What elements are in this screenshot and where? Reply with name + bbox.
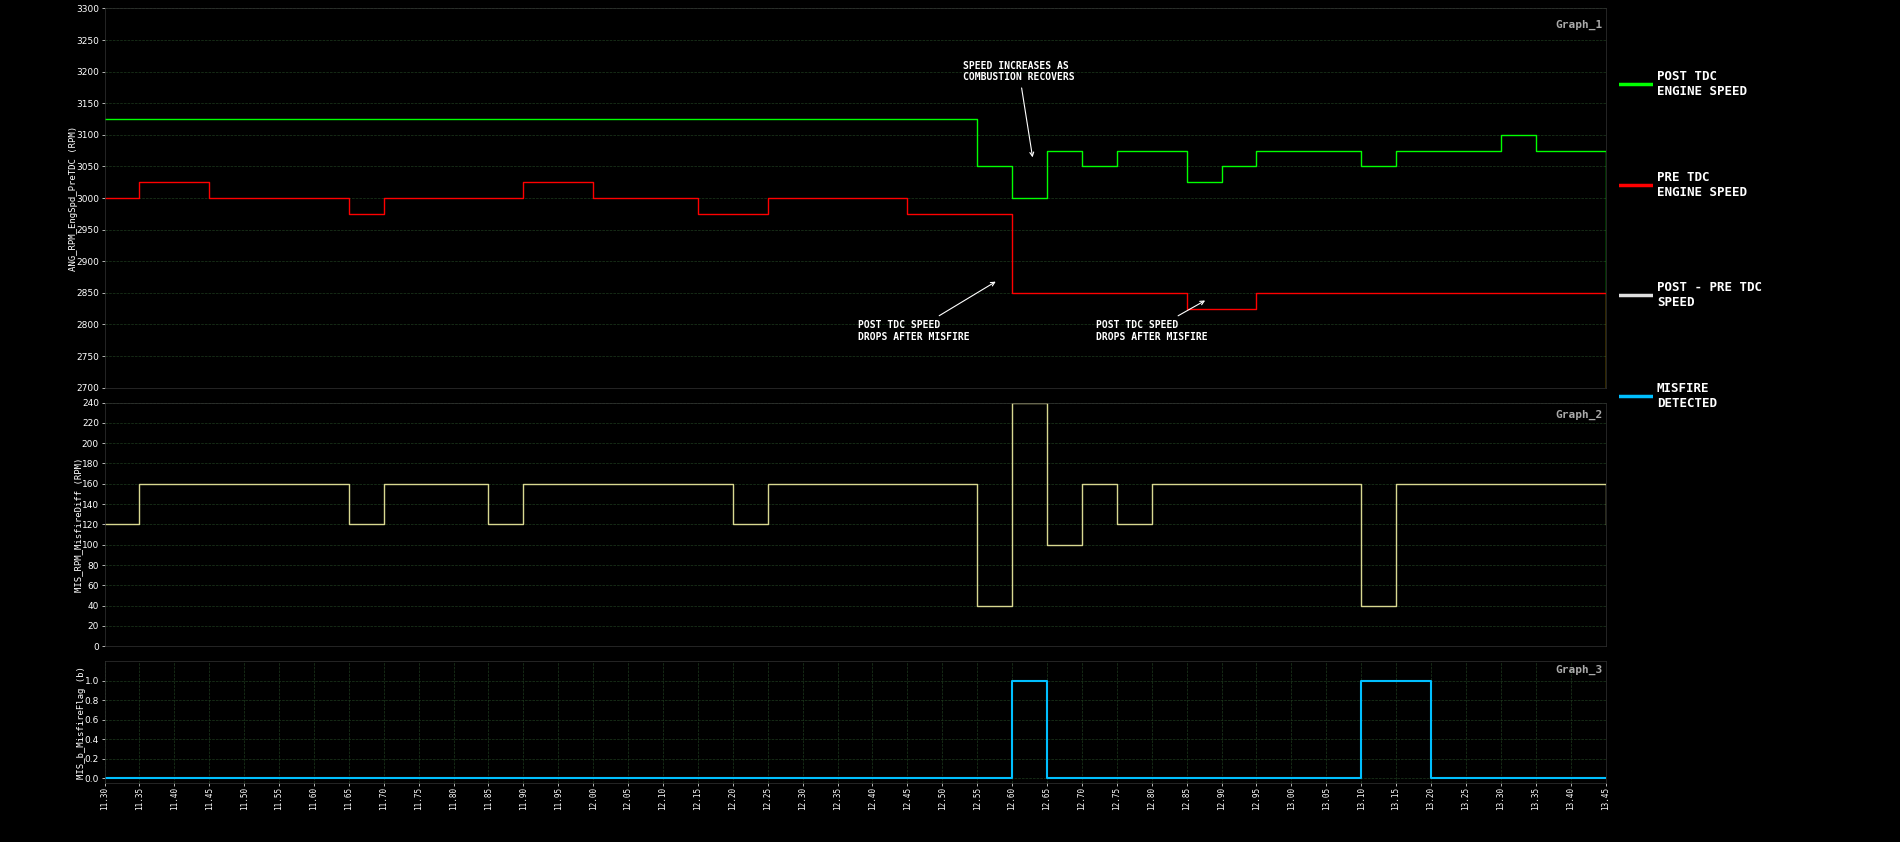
Text: POST - PRE TDC
SPEED: POST - PRE TDC SPEED — [1657, 280, 1761, 309]
Y-axis label: ANG_RPM_EngSpd_PreTDC (RPM): ANG_RPM_EngSpd_PreTDC (RPM) — [68, 125, 78, 270]
Text: POST TDC SPEED
DROPS AFTER MISFIRE: POST TDC SPEED DROPS AFTER MISFIRE — [859, 282, 996, 342]
Text: Graph_2: Graph_2 — [1556, 410, 1602, 420]
Text: PRE TDC
ENGINE SPEED: PRE TDC ENGINE SPEED — [1657, 171, 1746, 200]
Text: POST TDC
ENGINE SPEED: POST TDC ENGINE SPEED — [1657, 70, 1746, 99]
Text: Graph_1: Graph_1 — [1556, 20, 1602, 30]
Text: SPEED INCREASES AS
COMBUSTION RECOVERS: SPEED INCREASES AS COMBUSTION RECOVERS — [963, 61, 1075, 156]
Text: Graph_3: Graph_3 — [1556, 665, 1602, 675]
Y-axis label: MIS_b_MisfireFlag (b): MIS_b_MisfireFlag (b) — [78, 666, 86, 779]
Text: MISFIRE
DETECTED: MISFIRE DETECTED — [1657, 381, 1718, 410]
Text: POST TDC SPEED
DROPS AFTER MISFIRE: POST TDC SPEED DROPS AFTER MISFIRE — [1096, 301, 1208, 342]
Y-axis label: MIS_RPM_MisfireDiff (RPM): MIS_RPM_MisfireDiff (RPM) — [74, 457, 84, 592]
